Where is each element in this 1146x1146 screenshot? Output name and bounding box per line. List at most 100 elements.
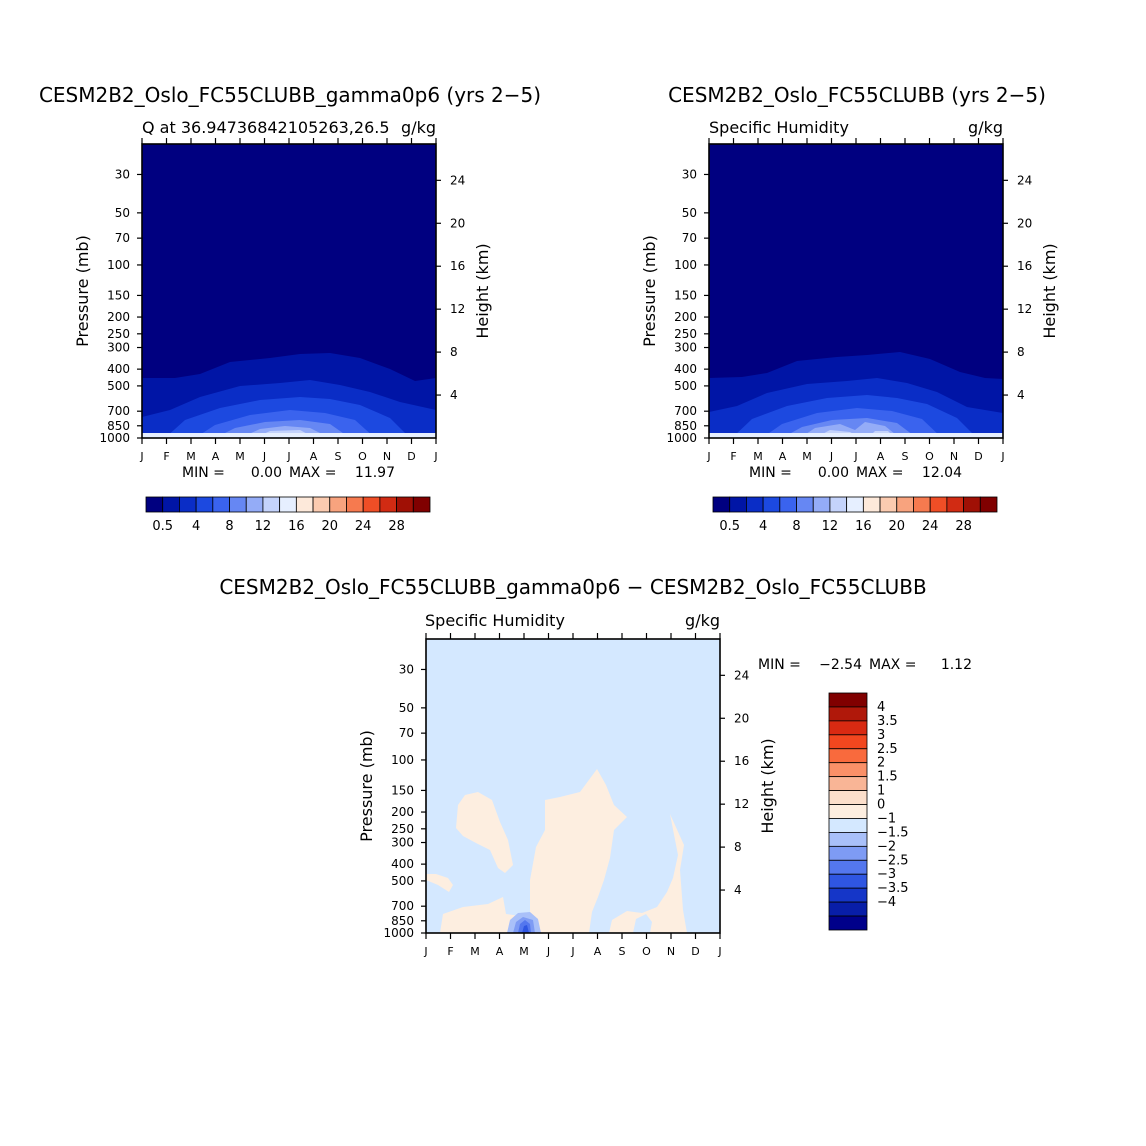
colorbar-swatch	[862, 496, 881, 513]
panel-b-title: CESM2B2_Oslo_FC55CLUBB (yrs 2−5)	[668, 83, 1046, 107]
month-tick-label: J	[829, 450, 833, 463]
pressure-tick-label: 70	[115, 231, 130, 245]
panel-a-colorbar: 0.5 4 8 12 16 20 24 28	[145, 496, 431, 534]
panel-a-plot-area	[141, 143, 437, 439]
height-tick-label: 12	[1017, 302, 1032, 316]
pressure-tick-label: 400	[674, 362, 697, 376]
pressure-tick-label: 250	[674, 327, 697, 341]
panel-c-title: CESM2B2_Oslo_FC55CLUBB_gamma0p6 − CESM2B…	[219, 575, 926, 599]
colorbar-label: 4	[192, 519, 200, 534]
month-tick-label: F	[447, 945, 453, 958]
height-tick-label: 20	[450, 216, 465, 230]
colorbar-label: 1	[877, 784, 885, 799]
pressure-tick-label: 70	[399, 726, 414, 740]
month-tick-label: M	[470, 945, 480, 958]
panel-c-neg-3	[522, 925, 529, 933]
month-tick-label: N	[950, 450, 958, 463]
colorbar-swatch	[879, 496, 898, 513]
pressure-tick-label: 200	[674, 310, 697, 324]
colorbar-swatch	[828, 901, 868, 917]
pressure-tick-label: 500	[391, 874, 414, 888]
height-tick-label: 12	[734, 797, 749, 811]
month-tick-label: A	[212, 450, 220, 463]
colorbar-label: −1	[877, 811, 896, 826]
pressure-tick-label: 850	[674, 419, 697, 433]
colorbar-swatch	[346, 496, 364, 513]
colorbar-swatch	[946, 496, 964, 513]
height-tick-label: 8	[450, 345, 458, 359]
colorbar-swatch	[828, 720, 868, 736]
colorbar-swatch	[295, 496, 314, 513]
pressure-tick-label: 30	[399, 662, 414, 676]
colorbar-swatch	[828, 859, 868, 875]
month-tick-label: J	[423, 945, 427, 958]
month-tick-label: M	[186, 450, 196, 463]
panel-a-subtitle-left: Q at 36.94736842105263,26.5	[142, 118, 390, 137]
colorbar-swatch	[762, 496, 781, 513]
colorbar-swatch	[379, 496, 397, 513]
pressure-tick-label: 500	[107, 379, 130, 393]
panel-c-positive-blob-jan	[426, 874, 453, 892]
pressure-tick-label: 50	[115, 206, 130, 220]
pressure-tick-label: 70	[682, 231, 697, 245]
pressure-tick-label: 100	[391, 753, 414, 767]
height-tick-label: 16	[1017, 259, 1032, 273]
colorbar-label: 4	[759, 519, 767, 534]
pressure-tick-label: 850	[391, 914, 414, 928]
colorbar-swatch	[396, 496, 414, 513]
colorbar-swatch	[262, 496, 281, 513]
month-tick-label: S	[902, 450, 909, 463]
colorbar-swatch	[746, 496, 764, 513]
colorbar-swatch	[828, 776, 868, 791]
month-tick-label: F	[730, 450, 736, 463]
pressure-tick-label: 200	[107, 310, 130, 324]
height-tick-label: 24	[450, 173, 465, 187]
colorbar-swatch	[828, 818, 868, 833]
panel-c-max-value: 1.12	[941, 657, 972, 673]
pressure-tick-label: 700	[107, 404, 130, 418]
colorbar-swatch	[913, 496, 931, 513]
month-tick-label: J	[1000, 450, 1004, 463]
pressure-tick-label: 50	[682, 206, 697, 220]
colorbar-swatch	[245, 496, 264, 513]
panel-a-surface-band	[142, 433, 436, 438]
panel-c-ylabel: Pressure (mb)	[357, 730, 376, 842]
panel-b-min-label: MIN =	[749, 465, 792, 481]
panel-model-b: CESM2B2_Oslo_FC55CLUBB (yrs 2−5) Specifi…	[640, 83, 1059, 534]
panel-a-max-value: 11.97	[355, 465, 395, 481]
panel-b-max-value: 12.04	[922, 465, 962, 481]
colorbar-label: 3	[877, 728, 885, 743]
month-tick-label: J	[706, 450, 710, 463]
colorbar-label: 24	[922, 519, 939, 534]
pressure-tick-label: 500	[674, 379, 697, 393]
month-tick-label: D	[691, 945, 699, 958]
panel-b-max-label: MAX =	[856, 465, 903, 481]
colorbar-swatch	[846, 496, 864, 513]
colorbar-label: 28	[388, 519, 405, 534]
pressure-tick-label: 50	[399, 701, 414, 715]
panel-c-min-label: MIN =	[758, 657, 801, 673]
panel-b-subtitle-left: Specific Humidity	[709, 118, 849, 137]
pressure-tick-label: 300	[674, 341, 697, 355]
month-tick-label: M	[235, 450, 245, 463]
month-tick-label: N	[383, 450, 391, 463]
height-tick-label: 16	[734, 754, 749, 768]
pressure-tick-label: 400	[391, 857, 414, 871]
height-tick-label: 16	[450, 259, 465, 273]
height-tick-label: 4	[450, 388, 458, 402]
pressure-tick-label: 150	[391, 783, 414, 797]
colorbar-swatch	[779, 496, 797, 513]
colorbar-label: 3.5	[877, 714, 898, 729]
colorbar-label: −4	[877, 895, 896, 910]
month-tick-label: M	[519, 945, 529, 958]
colorbar-label: −3	[877, 867, 896, 882]
colorbar-swatch	[329, 496, 347, 513]
pressure-tick-label: 1000	[99, 431, 130, 445]
colorbar-swatch	[828, 748, 868, 764]
month-tick-label: J	[139, 450, 143, 463]
pressure-tick-label: 30	[682, 167, 697, 181]
height-tick-label: 20	[1017, 216, 1032, 230]
panel-a-ylabel: Pressure (mb)	[73, 235, 92, 347]
